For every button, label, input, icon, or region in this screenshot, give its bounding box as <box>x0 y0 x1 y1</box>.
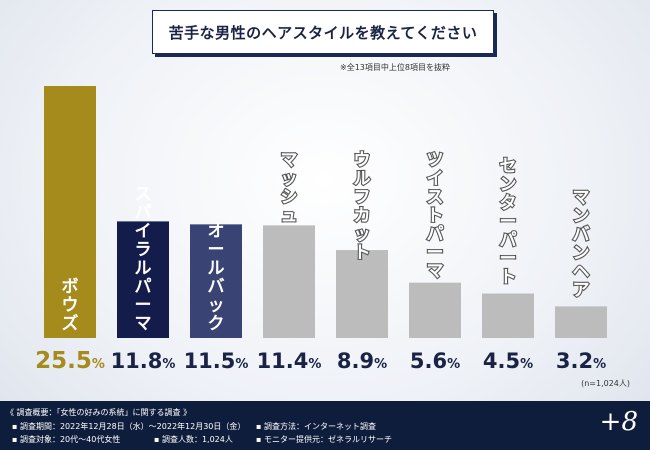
category-label: オールバック <box>208 222 225 335</box>
footer-count: ▪ 調査人数：1,024人 <box>154 435 233 444</box>
category-label: マッシュ <box>281 151 298 227</box>
value-label: 11.4% <box>257 349 322 373</box>
value-label: 3.2% <box>556 349 606 373</box>
page-title: 苦手な男性のヘアスタイルを教えてください <box>168 23 478 42</box>
bar-8 <box>555 306 607 338</box>
category-label: ボウズ <box>62 277 79 334</box>
footer-monitor: ▪ モニター提供元：ゼネラルリサーチ <box>256 435 392 444</box>
value-label: 25.5% <box>35 348 105 374</box>
note-text: ※全13項目中上位8項目を抜粋 <box>340 63 450 72</box>
value-label: 8.9% <box>337 349 387 373</box>
category-label: マンバンヘア <box>573 188 590 301</box>
category-label: スパイラルパーマ <box>135 185 152 335</box>
bar-6 <box>409 282 461 338</box>
title-box: 苦手な男性のヘアスタイルを教えてください <box>152 10 494 54</box>
category-label: ツイストパーマ <box>427 151 444 282</box>
brand-logo: +8 <box>599 407 638 437</box>
value-label: 11.5% <box>184 349 249 373</box>
footer-period: ▪ 調査期間：2022年12月28日（水）〜2022年12月30日（金） <box>12 422 246 431</box>
bar-5 <box>336 250 388 338</box>
footer-heading: 《 調査概要：「女性の好みの系統」に関する調査 》 <box>6 408 192 417</box>
footer-target: ▪ 調査対象：20代〜40代女性 <box>12 435 121 444</box>
bar-4 <box>263 225 315 338</box>
bar-chart: ボウズ 25.5% スパイラルパーマ 11.8% オールバック 11.5% マッシュ 11.4… <box>35 86 630 388</box>
value-label: 4.5% <box>483 349 533 373</box>
bar-7 <box>482 293 534 338</box>
value-label: 5.6% <box>410 349 460 373</box>
bar-2 <box>117 221 169 338</box>
sample-size-label: (n=1,024人) <box>581 379 630 388</box>
bar-3 <box>190 224 242 338</box>
footer-method: ▪ 調査方法：インターネット調査 <box>256 422 376 431</box>
category-label: ウルフカット <box>354 151 371 264</box>
category-label: センターパート <box>500 157 517 288</box>
value-label: 11.8% <box>111 349 176 373</box>
survey-footer: 《 調査概要：「女性の好みの系統」に関する調査 》 ▪ 調査期間：2022年12… <box>0 401 650 450</box>
bar-1 <box>44 86 96 338</box>
